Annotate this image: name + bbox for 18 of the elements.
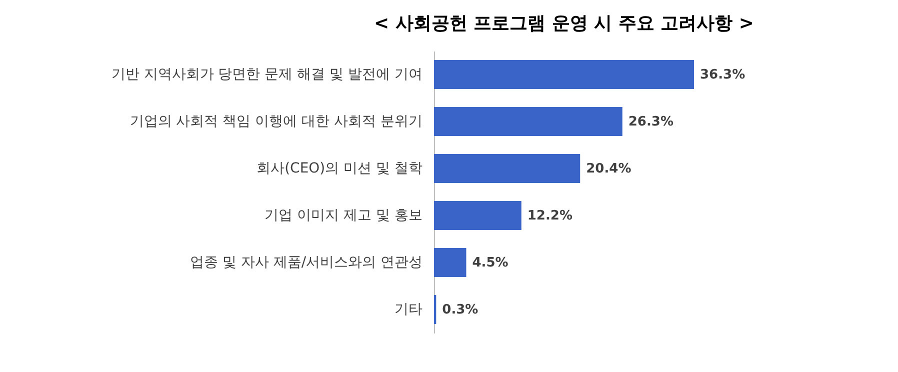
data-label: 36.3% <box>700 68 746 82</box>
bar <box>434 248 466 277</box>
data-label: 12.2% <box>527 208 572 224</box>
data-label: 20.4% <box>586 162 632 176</box>
y-tick-label: 기업의 사회적 책임 이행에 대한 사회적 분위기 <box>130 114 422 130</box>
y-tick-label: 업종 및 자사 제품/서비스와의 연관성 <box>190 254 422 270</box>
data-label: 26.3% <box>628 114 674 130</box>
bar <box>434 107 622 136</box>
bar <box>434 60 694 89</box>
y-tick-label: 기업 이미지 제고 및 홍보 <box>264 208 422 224</box>
y-tick-label: 회사(CEO)의 미션 및 철학 <box>256 160 422 176</box>
y-tick-label: 기반 지역사회가 당면한 문제 해결 및 발전에 기여 <box>111 66 422 82</box>
data-label: 0.3% <box>442 302 478 318</box>
data-label: 4.5% <box>472 256 508 270</box>
y-tick-label: 기타 <box>394 302 422 318</box>
bar <box>434 154 580 183</box>
bar <box>434 201 522 230</box>
chart-title: < 사회공헌 프로그램 운영 시 주요 고려사항 > <box>374 13 754 34</box>
